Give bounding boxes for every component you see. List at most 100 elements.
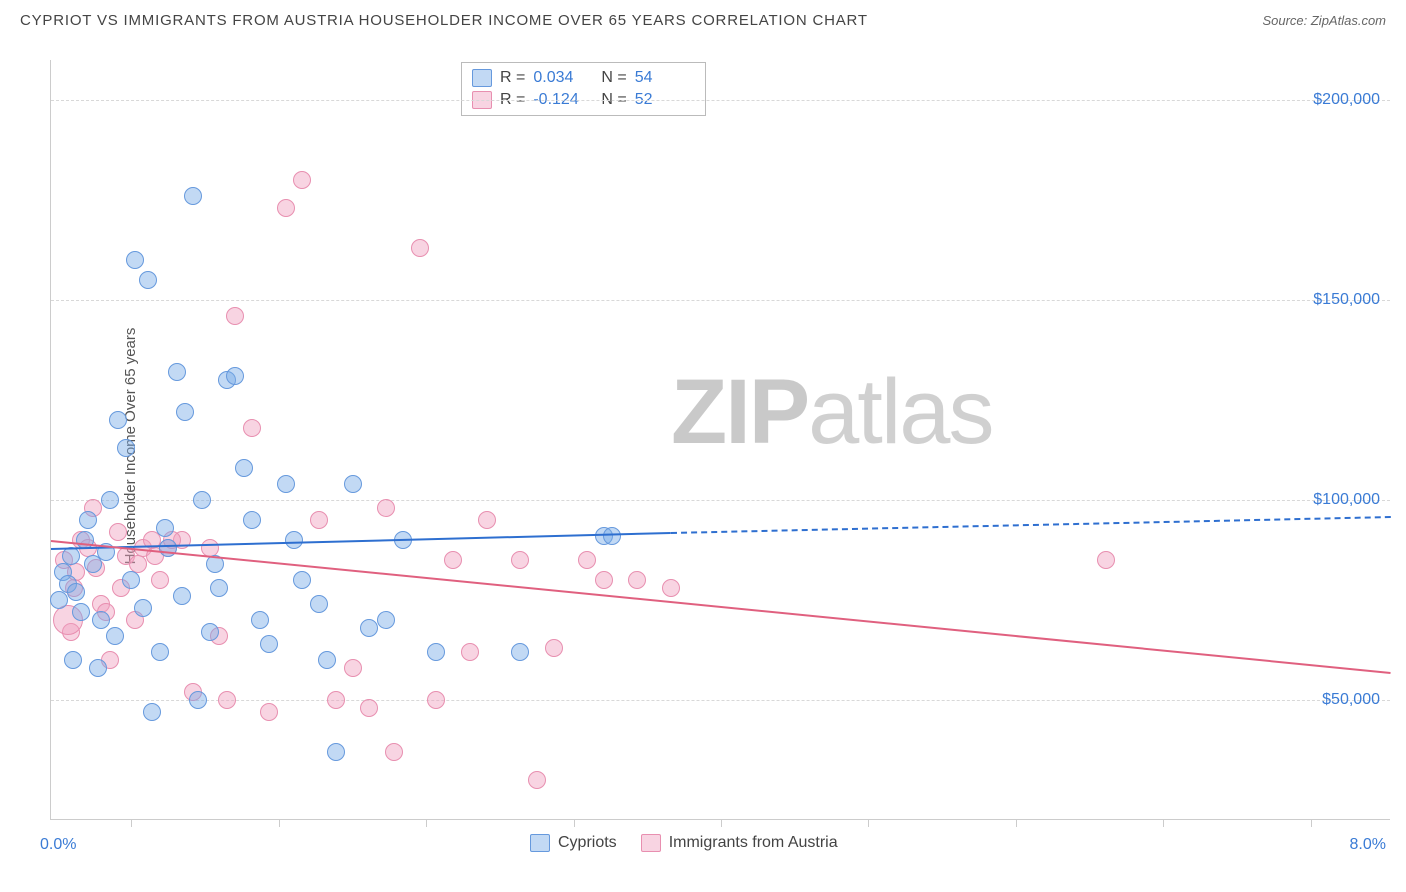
scatter-point-austria [595, 571, 613, 589]
scatter-point-cypriots [189, 691, 207, 709]
scatter-point-cypriots [79, 511, 97, 529]
scatter-point-cypriots [62, 547, 80, 565]
scatter-point-cypriots [511, 643, 529, 661]
scatter-point-austria [226, 307, 244, 325]
scatter-point-cypriots [156, 519, 174, 537]
scatter-point-cypriots [159, 539, 177, 557]
scatter-point-austria [461, 643, 479, 661]
swatch-pink-icon [641, 834, 661, 852]
scatter-point-cypriots [168, 363, 186, 381]
y-tick-label: $150,000 [1313, 291, 1380, 309]
scatter-point-cypriots [143, 703, 161, 721]
scatter-point-austria [545, 639, 563, 657]
scatter-point-austria [578, 551, 596, 569]
x-tick [1311, 819, 1312, 827]
source-label: Source: ZipAtlas.com [1262, 13, 1386, 28]
watermark: ZIPatlas [671, 360, 992, 465]
scatter-point-cypriots [260, 635, 278, 653]
scatter-point-austria [360, 699, 378, 717]
scatter-point-austria [385, 743, 403, 761]
scatter-point-austria [427, 691, 445, 709]
scatter-point-austria [277, 199, 295, 217]
scatter-point-cypriots [89, 659, 107, 677]
scatter-point-cypriots [243, 511, 261, 529]
scatter-point-cypriots [251, 611, 269, 629]
scatter-point-cypriots [603, 527, 621, 545]
scatter-point-cypriots [277, 475, 295, 493]
scatter-point-cypriots [210, 579, 228, 597]
scatter-point-austria [1097, 551, 1115, 569]
scatter-point-cypriots [344, 475, 362, 493]
scatter-point-cypriots [72, 603, 90, 621]
scatter-point-austria [662, 579, 680, 597]
scatter-point-austria [260, 703, 278, 721]
y-tick-label: $50,000 [1322, 691, 1380, 709]
gridline [51, 700, 1390, 701]
scatter-point-austria [377, 499, 395, 517]
swatch-blue-icon [472, 69, 492, 87]
x-tick [426, 819, 427, 827]
x-tick [131, 819, 132, 827]
chart-plot-area: ZIPatlas R = 0.034 N = 54 R = -0.124 N =… [50, 60, 1390, 820]
scatter-point-austria [109, 523, 127, 541]
scatter-point-cypriots [176, 403, 194, 421]
x-min-label: 0.0% [40, 836, 76, 854]
bottom-legend: Cypriots Immigrants from Austria [530, 834, 838, 852]
scatter-point-austria [511, 551, 529, 569]
x-tick [574, 819, 575, 827]
scatter-point-cypriots [377, 611, 395, 629]
scatter-point-cypriots [201, 623, 219, 641]
scatter-point-cypriots [226, 367, 244, 385]
scatter-point-cypriots [109, 411, 127, 429]
x-tick [1016, 819, 1017, 827]
scatter-point-austria [528, 771, 546, 789]
scatter-point-cypriots [117, 439, 135, 457]
scatter-point-austria [628, 571, 646, 589]
y-tick-label: $200,000 [1313, 91, 1380, 109]
scatter-point-austria [218, 691, 236, 709]
scatter-point-cypriots [134, 599, 152, 617]
scatter-point-cypriots [293, 571, 311, 589]
gridline [51, 500, 1390, 501]
trend-line-cypriots-extrapolated [671, 516, 1391, 534]
scatter-point-austria [411, 239, 429, 257]
scatter-point-cypriots [235, 459, 253, 477]
scatter-point-cypriots [126, 251, 144, 269]
scatter-point-cypriots [184, 187, 202, 205]
chart-title: CYPRIOT VS IMMIGRANTS FROM AUSTRIA HOUSE… [20, 12, 868, 29]
x-tick [721, 819, 722, 827]
scatter-point-cypriots [67, 583, 85, 601]
scatter-point-cypriots [151, 643, 169, 661]
scatter-point-cypriots [139, 271, 157, 289]
scatter-point-austria [444, 551, 462, 569]
scatter-point-cypriots [64, 651, 82, 669]
scatter-point-cypriots [50, 591, 68, 609]
legend-item-cypriots: Cypriots [530, 834, 617, 852]
scatter-point-cypriots [318, 651, 336, 669]
scatter-point-cypriots [101, 491, 119, 509]
scatter-point-cypriots [193, 491, 211, 509]
gridline [51, 300, 1390, 301]
scatter-point-cypriots [327, 743, 345, 761]
stats-row-cypriots: R = 0.034 N = 54 [472, 67, 695, 89]
scatter-point-austria [327, 691, 345, 709]
trend-line-austria [51, 540, 1391, 674]
correlation-stats-box: R = 0.034 N = 54 R = -0.124 N = 52 [461, 62, 706, 116]
scatter-point-cypriots [122, 571, 140, 589]
scatter-point-cypriots [92, 611, 110, 629]
scatter-point-cypriots [106, 627, 124, 645]
x-max-label: 8.0% [1350, 836, 1386, 854]
x-tick [868, 819, 869, 827]
scatter-point-cypriots [427, 643, 445, 661]
x-tick [279, 819, 280, 827]
scatter-point-cypriots [310, 595, 328, 613]
scatter-point-austria [310, 511, 328, 529]
y-tick-label: $100,000 [1313, 491, 1380, 509]
gridline [51, 100, 1390, 101]
scatter-point-austria [293, 171, 311, 189]
swatch-blue-icon [530, 834, 550, 852]
scatter-point-cypriots [173, 587, 191, 605]
scatter-point-austria [151, 571, 169, 589]
scatter-point-austria [243, 419, 261, 437]
scatter-point-austria [478, 511, 496, 529]
